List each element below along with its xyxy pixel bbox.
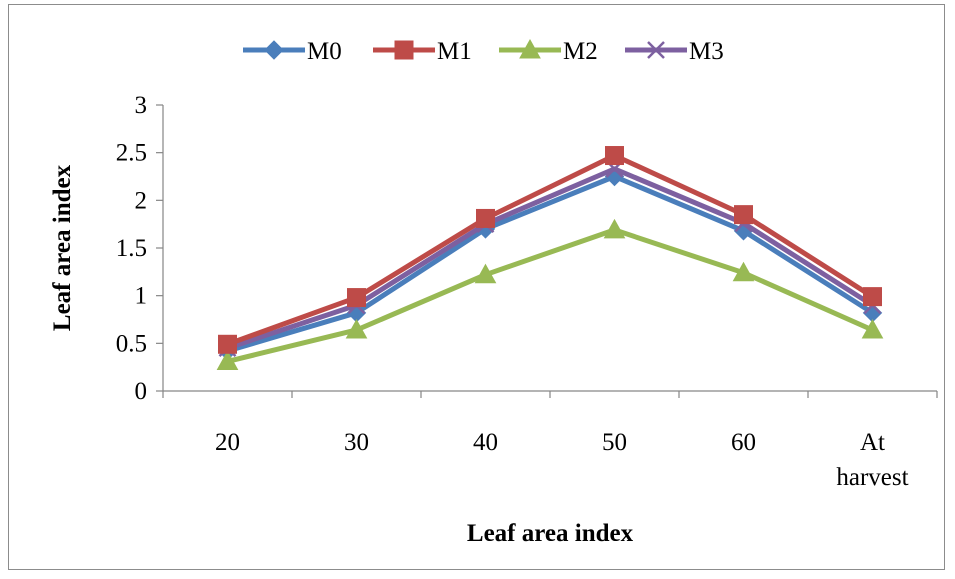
- data-point-m1: [218, 334, 237, 354]
- legend-label-m1: M1: [437, 38, 472, 65]
- y-tick-label: 1.5: [116, 235, 147, 262]
- legend-label-m2: M2: [563, 38, 598, 65]
- series-line-m2: [226, 227, 874, 364]
- legend-marker-m1: [394, 40, 414, 60]
- y-axis-title: Leaf area index: [49, 164, 76, 331]
- series-line-m1: [226, 153, 874, 347]
- x-axis-title: Leaf area index: [467, 520, 634, 547]
- y-tick-label: 0.5: [116, 330, 147, 357]
- y-tick-label: 0: [135, 378, 148, 405]
- data-point-m1: [476, 208, 495, 228]
- data-point-m2: [603, 218, 626, 239]
- x-tick-label: 30: [344, 429, 369, 456]
- x-tick-label: 40: [473, 429, 498, 456]
- x-tick-label: 60: [731, 429, 756, 456]
- data-point-m2: [861, 318, 884, 339]
- legend-marker-m2: [519, 38, 541, 59]
- legend-label-m3: M3: [689, 38, 724, 65]
- series-line-m3: [226, 166, 874, 351]
- data-point-m1: [605, 146, 624, 166]
- y-tick-label: 2: [135, 187, 148, 214]
- data-point-m2: [474, 263, 497, 284]
- data-point-m2: [345, 318, 368, 339]
- series-line-m0: [226, 174, 874, 354]
- y-tick-label: 2.5: [116, 140, 147, 167]
- data-point-m1: [347, 288, 366, 308]
- x-tick-label: At harvest: [836, 429, 908, 491]
- legend-label-m0: M0: [307, 38, 342, 65]
- data-point-m1: [863, 287, 882, 307]
- y-tick-label: 1: [135, 283, 148, 310]
- data-point-m2: [216, 350, 239, 370]
- data-point-m2: [732, 261, 755, 282]
- y-tick-label: 3: [135, 92, 148, 119]
- data-point-m1: [734, 205, 753, 225]
- legend-marker-m3: [647, 41, 665, 59]
- x-tick-label: 20: [215, 429, 240, 456]
- x-tick-label: 50: [602, 429, 627, 456]
- legend-marker-m0: [264, 40, 284, 60]
- chart-frame: [8, 4, 945, 570]
